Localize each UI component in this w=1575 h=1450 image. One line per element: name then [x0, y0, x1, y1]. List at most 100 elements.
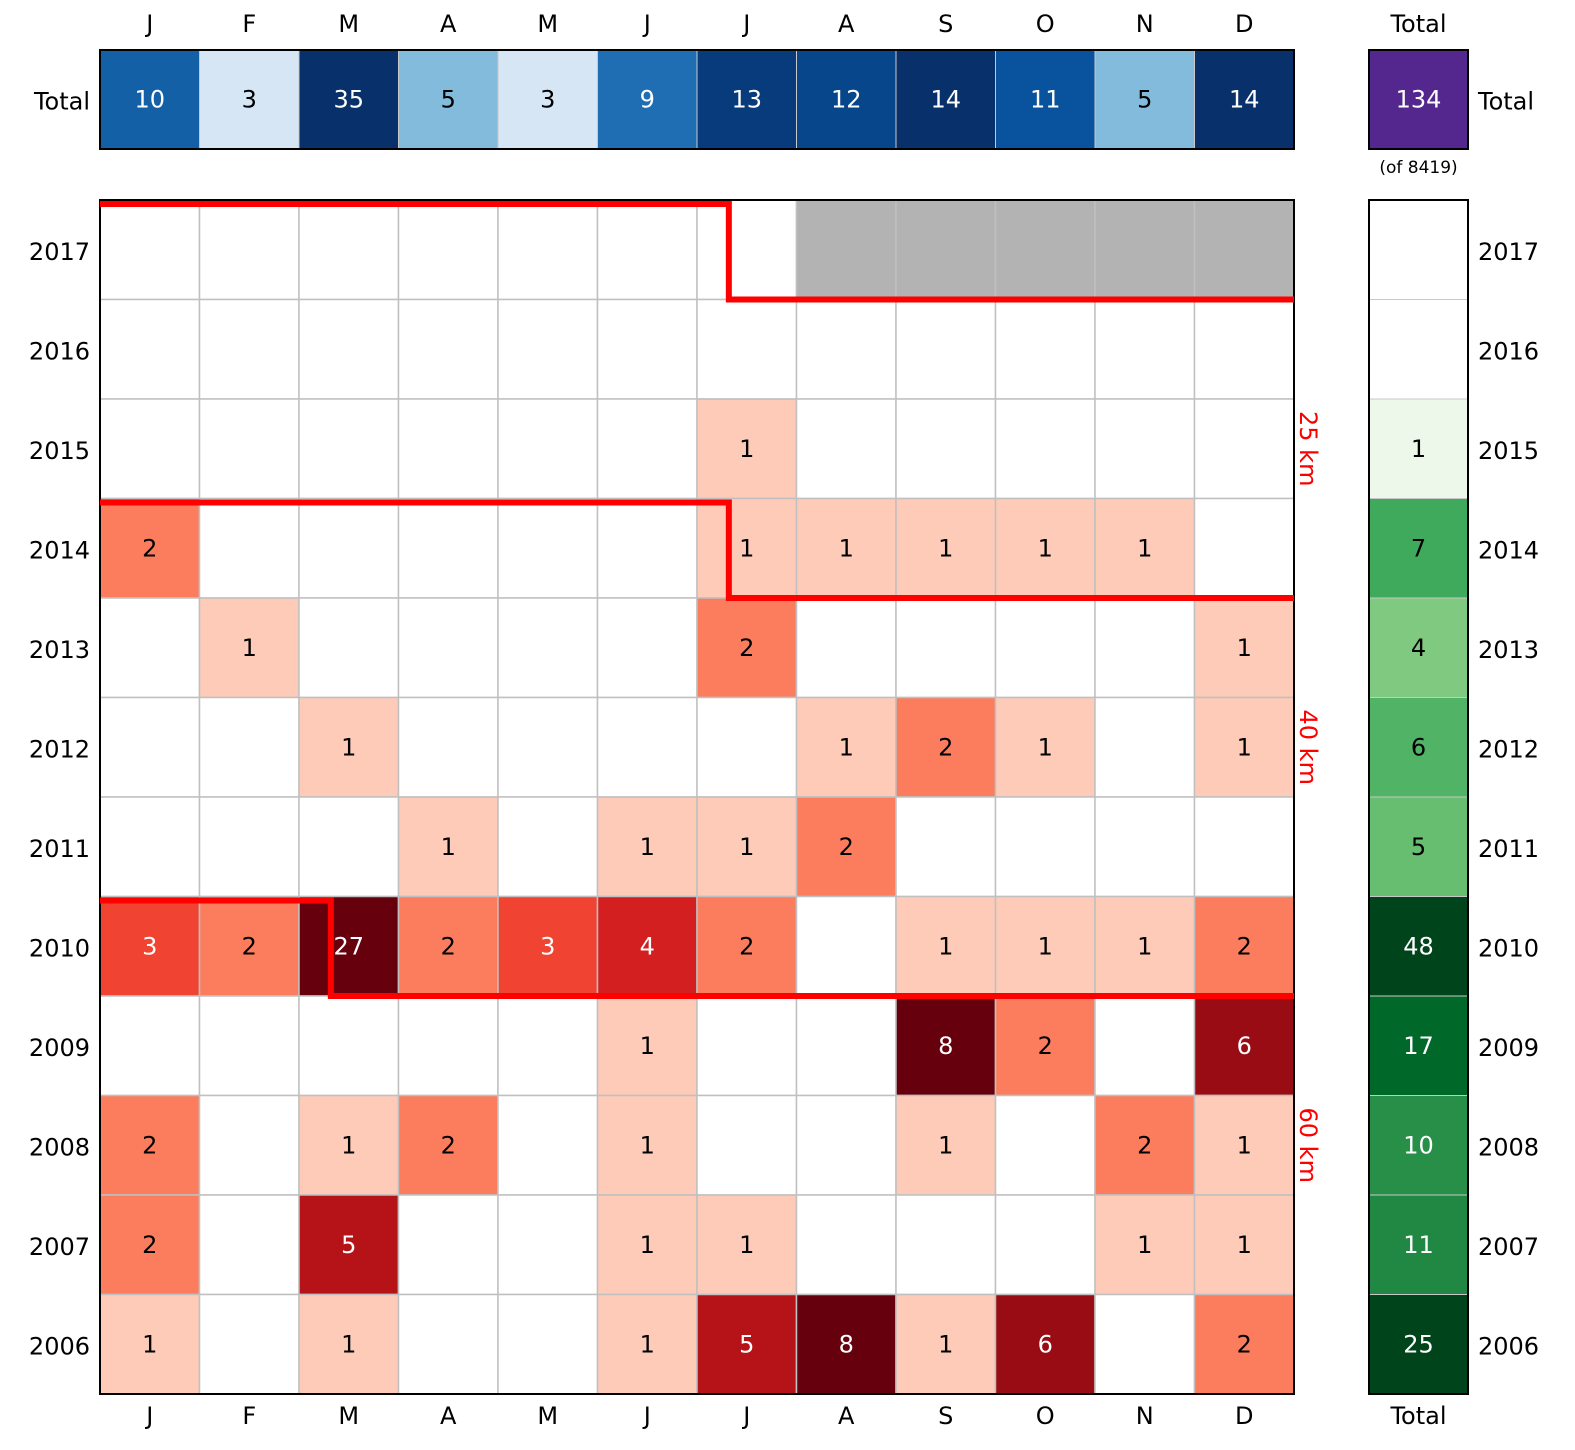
- heatmap-cell: [1193, 199, 1295, 301]
- month-label-top: J: [642, 10, 651, 38]
- heatmap-cell: [696, 597, 798, 699]
- grand-total-box: 134 Total (of 8419): [1368, 49, 1534, 178]
- year-label-right: 2012: [1478, 735, 1539, 763]
- month-total-value: 11: [1030, 86, 1061, 114]
- year-total-value: 6: [1411, 733, 1426, 761]
- month-labels-bottom: J F M A M J J A S O N D Total: [144, 1402, 1446, 1430]
- heatmap-cell: [1094, 1094, 1196, 1196]
- heatmap-cell-value: 5: [739, 1330, 754, 1358]
- month-label-bottom: O: [1036, 1402, 1055, 1430]
- year-label-right: 2007: [1478, 1233, 1539, 1261]
- month-label-top: D: [1235, 10, 1253, 38]
- heatmap-cell: [596, 199, 698, 301]
- heatmap-cell: [895, 199, 997, 301]
- heatmap-cell: [994, 298, 1096, 400]
- heatmap-cell-value: 2: [142, 534, 157, 562]
- month-label-bottom: N: [1136, 1402, 1154, 1430]
- heatmap-cell: [696, 1094, 798, 1196]
- month-total-cell: [597, 49, 698, 150]
- heatmap-cell: [99, 298, 201, 400]
- heatmap-cell-value: 1: [1137, 534, 1152, 562]
- month-label-top: N: [1136, 10, 1154, 38]
- heatmap-cell: [696, 497, 798, 599]
- heatmap-cell: [497, 497, 599, 599]
- boundary-line: [100, 897, 1294, 999]
- grand-total-label-right: Total: [1477, 88, 1534, 116]
- month-label-bottom: M: [537, 1402, 558, 1430]
- heatmap-cell: [696, 398, 798, 500]
- heatmap-cell-value: 8: [938, 1032, 953, 1060]
- heatmap-cell: [397, 995, 499, 1097]
- heatmap-cell: [795, 497, 897, 599]
- heatmap-cell-value: 2: [1038, 1032, 1053, 1060]
- heatmap-cells: 1 2 1 1 1 1 1 1 2 1 1 1 2 1 1 1 1 1 2 3 2 27 2 3 4 2 1 1 1 2 1 8 2 6 2 1 2 1 1…: [99, 199, 1295, 1395]
- heatmap-cell: [198, 995, 300, 1097]
- heatmap-cell: [895, 696, 997, 798]
- heatmap-cell: [895, 1194, 997, 1296]
- year-total-value: 4: [1411, 634, 1426, 662]
- month-label-top: F: [242, 10, 256, 38]
- heatmap-cell: [596, 398, 698, 500]
- heatmap-cell-value: 1: [938, 1330, 953, 1358]
- heatmap-cell-value: 1: [1038, 733, 1053, 761]
- heatmap-cell-value: 1: [839, 733, 854, 761]
- year-label-right: 2014: [1478, 536, 1539, 564]
- year-label-left: 2012: [29, 735, 90, 763]
- heatmap-cell-value: 1: [341, 1131, 356, 1159]
- month-total-cell: [99, 49, 200, 150]
- year-total-cell: [1368, 1095, 1469, 1196]
- heatmap-cell-value: 1: [1038, 534, 1053, 562]
- heatmap-cell: [795, 1293, 897, 1395]
- heatmap-cell-value: 2: [1237, 932, 1252, 960]
- heatmap-cell-value: 2: [242, 932, 257, 960]
- heatmap-cell: [397, 1293, 499, 1395]
- total-label-row: Total: [33, 88, 90, 116]
- month-total-value: 3: [242, 86, 257, 114]
- month-total-value: 9: [640, 86, 655, 114]
- year-total-cell: [1368, 299, 1469, 400]
- heatmap-cell: [99, 995, 201, 1097]
- heatmap-cell-value: 6: [1038, 1330, 1053, 1358]
- heatmap-cell-value: 2: [938, 733, 953, 761]
- heatmap-cell: [298, 597, 400, 699]
- heatmap-cell: [198, 199, 300, 301]
- heatmap-cell: [895, 1293, 997, 1395]
- year-label-left: 2010: [29, 934, 90, 962]
- year-label-left: 2008: [29, 1133, 90, 1161]
- month-label-bottom: J: [144, 1402, 153, 1430]
- distance-boundaries: 25 km 40 km 60 km: [100, 201, 1322, 1183]
- heatmap-cell: [99, 1094, 201, 1196]
- heatmap-cell: [795, 1194, 897, 1296]
- heatmap-cell: [198, 1094, 300, 1196]
- heatmap-cell: [795, 398, 897, 500]
- heatmap-cell: [795, 199, 897, 301]
- heatmap-cell: [198, 1194, 300, 1296]
- heatmap-cell: [298, 895, 400, 997]
- heatmap-cell: [198, 696, 300, 798]
- month-total-value: 5: [441, 86, 456, 114]
- heatmap-cell: [795, 597, 897, 699]
- month-label-bottom: S: [938, 1402, 953, 1430]
- heatmap-cell-value: 1: [441, 833, 456, 861]
- heatmap-cell: [596, 597, 698, 699]
- heatmap-cell-value: 1: [640, 1231, 655, 1259]
- heatmap-cell: [696, 298, 798, 400]
- heatmap-cell: [795, 1094, 897, 1196]
- heatmap-cell: [397, 1194, 499, 1296]
- heatmap-cell: [895, 298, 997, 400]
- year-total-cell: [1368, 697, 1469, 798]
- heatmap-cell: [298, 497, 400, 599]
- heatmap-cell-value: 2: [142, 1131, 157, 1159]
- month-label-top: M: [338, 10, 359, 38]
- heatmap-cell: [99, 1293, 201, 1395]
- heatmap-cell: [298, 796, 400, 898]
- heatmap-cell-value: 1: [341, 733, 356, 761]
- total-label-top: Total: [1389, 10, 1446, 38]
- year-label-right: 2017: [1478, 238, 1539, 266]
- heatmap-cell: [696, 1194, 798, 1296]
- heatmap-cell-value: 2: [441, 1131, 456, 1159]
- heatmap-cell: [895, 497, 997, 599]
- heatmap-cell: [1094, 696, 1196, 798]
- heatmap-cell-value: 1: [1237, 634, 1252, 662]
- heatmap-cell-value: 2: [839, 833, 854, 861]
